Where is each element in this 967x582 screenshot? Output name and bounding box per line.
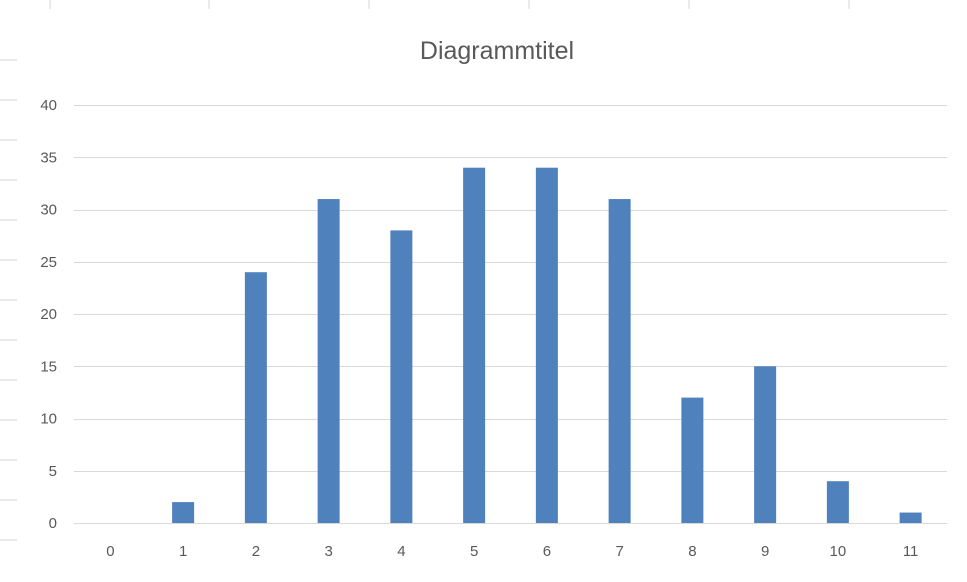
- bar[interactable]: [244, 272, 267, 523]
- x-tick-label: 1: [179, 543, 187, 560]
- x-tick-label: 7: [615, 543, 623, 560]
- bar[interactable]: [317, 199, 340, 524]
- bar[interactable]: [608, 199, 631, 524]
- x-tick-label: 6: [543, 543, 551, 560]
- bar[interactable]: [535, 167, 558, 523]
- x-tick-label: 3: [324, 543, 332, 560]
- x-tick-label: 8: [688, 543, 696, 560]
- bar[interactable]: [172, 502, 195, 523]
- bar[interactable]: [754, 366, 777, 523]
- y-tick-label: 10: [40, 411, 57, 428]
- bar-chart: Diagrammtitel 0 5 10 15 20 25 30 35 40 0 1 2 3 4 5 6 7 8…: [40, 37, 947, 560]
- y-tick-label: 25: [40, 254, 57, 271]
- bar[interactable]: [826, 481, 849, 523]
- bar[interactable]: [899, 512, 922, 523]
- x-tick-label: 9: [761, 543, 769, 560]
- chart-area[interactable]: Diagrammtitel 0 5 10 15 20 25 30 35 40 0 1 2 3 4 5 6 7 8…: [17, 9, 967, 582]
- x-tick-label: 4: [397, 543, 405, 560]
- x-tick-label: 2: [252, 543, 260, 560]
- y-tick-label: 15: [40, 358, 57, 375]
- gridlines: [74, 105, 947, 524]
- x-tick-label: 0: [106, 543, 114, 560]
- y-axis-labels: 0 5 10 15 20 25 30 35 40: [40, 97, 57, 532]
- y-tick-label: 30: [40, 202, 57, 219]
- x-tick-label: 11: [903, 543, 919, 560]
- x-tick-label: 5: [470, 543, 478, 560]
- x-axis-labels: 0 1 2 3 4 5 6 7 8 9 10 11: [106, 543, 918, 560]
- bar[interactable]: [390, 230, 413, 523]
- y-tick-label: 40: [40, 97, 57, 114]
- y-tick-label: 35: [40, 149, 57, 166]
- x-tick-label: 10: [830, 543, 847, 560]
- y-tick-label: 5: [49, 463, 57, 480]
- y-tick-label: 20: [40, 306, 57, 323]
- bar[interactable]: [463, 167, 486, 523]
- bar[interactable]: [681, 397, 704, 523]
- bars: [172, 167, 922, 524]
- y-tick-label: 0: [49, 515, 57, 532]
- chart-title: Diagrammtitel: [420, 37, 574, 65]
